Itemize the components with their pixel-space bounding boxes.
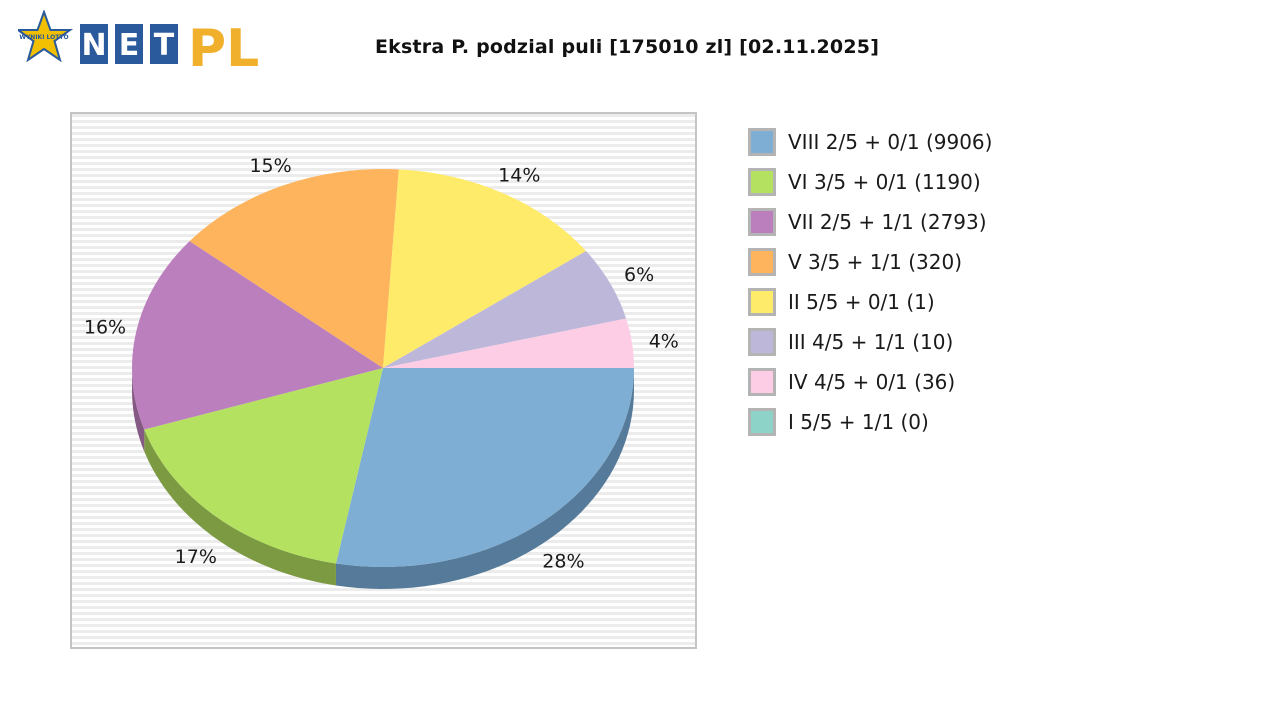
pie-slice-iv-4-5-0-1-36[interactable] <box>383 318 634 368</box>
pie-depth <box>132 368 634 589</box>
legend-item: II 5/5 + 0/1 (1) <box>748 282 992 322</box>
legend-label: I 5/5 + 1/1 (0) <box>788 410 929 434</box>
pie-percent-label: 4% <box>649 330 679 352</box>
netpl-logo[interactable]: WYNIKI LOTTO N E T PL <box>18 10 268 72</box>
legend-item: I 5/5 + 1/1 (0) <box>748 402 992 442</box>
pie-percent-label: 28% <box>542 550 584 572</box>
legend-item: III 4/5 + 1/1 (10) <box>748 322 992 362</box>
pie-slice-vi-3-5-0-1-1190[interactable] <box>144 368 383 564</box>
pie-slice-iii-4-5-1-1-10[interactable] <box>383 251 627 368</box>
logo-letter-e: E <box>119 28 140 63</box>
pie-percent-label: 15% <box>249 155 291 177</box>
logo-letter-t: T <box>154 28 175 63</box>
pie-percent-label: 16% <box>84 317 126 339</box>
legend: VIII 2/5 + 0/1 (9906) VI 3/5 + 0/1 (1190)… <box>748 122 992 442</box>
legend-item: V 3/5 + 1/1 (320) <box>748 242 992 282</box>
pie-percent-label: 17% <box>175 546 217 568</box>
legend-label: VII 2/5 + 1/1 (2793) <box>788 210 987 234</box>
legend-label: IV 4/5 + 0/1 (36) <box>788 370 956 394</box>
pie-slice-viii-2-5-0-1-9906[interactable] <box>335 368 634 567</box>
legend-item: VI 3/5 + 0/1 (1190) <box>748 162 992 202</box>
logo-letter-n: N <box>81 28 106 63</box>
pie-percent-label: 6% <box>624 264 654 286</box>
chart-title: Ekstra P. podzial puli [175010 zl] [02.1… <box>375 36 880 58</box>
legend-swatch <box>748 368 776 396</box>
pie-slice-v-3-5-1-1-320[interactable] <box>189 169 399 368</box>
legend-swatch <box>748 408 776 436</box>
pie-slices <box>132 169 634 567</box>
pie-side-vii-2-5-1-1-2793 <box>132 368 145 452</box>
pie-side-vi-3-5-0-1-1190 <box>144 429 336 586</box>
pie-percent-label: 14% <box>498 164 540 186</box>
legend-swatch <box>748 328 776 356</box>
legend-label: III 4/5 + 1/1 (10) <box>788 330 954 354</box>
legend-label: II 5/5 + 0/1 (1) <box>788 290 935 314</box>
legend-item: VII 2/5 + 1/1 (2793) <box>748 202 992 242</box>
legend-label: VI 3/5 + 0/1 (1190) <box>788 170 981 194</box>
legend-label: V 3/5 + 1/1 (320) <box>788 250 963 274</box>
pie-percent-labels: 28% 17% 16% 15% 14% 6% 4% <box>84 155 679 572</box>
legend-item: VIII 2/5 + 0/1 (9906) <box>748 122 992 162</box>
legend-label: VIII 2/5 + 0/1 (9906) <box>788 130 993 154</box>
legend-swatch <box>748 168 776 196</box>
legend-swatch <box>748 128 776 156</box>
pie-slice-ii-5-5-0-1-1[interactable] <box>383 169 587 368</box>
pie-slice-vii-2-5-1-1-2793[interactable] <box>132 241 383 430</box>
legend-item: IV 4/5 + 0/1 (36) <box>748 362 992 402</box>
logo-net-letters: N E T <box>81 28 174 63</box>
legend-swatch <box>748 248 776 276</box>
pie-side-viii-2-5-0-1-9906 <box>335 368 634 589</box>
logo-text-pl: PL <box>188 19 259 72</box>
legend-swatch <box>748 288 776 316</box>
star-icon <box>18 10 74 63</box>
logo-badge-text: WYNIKI LOTTO <box>19 34 68 41</box>
legend-swatch <box>748 208 776 236</box>
